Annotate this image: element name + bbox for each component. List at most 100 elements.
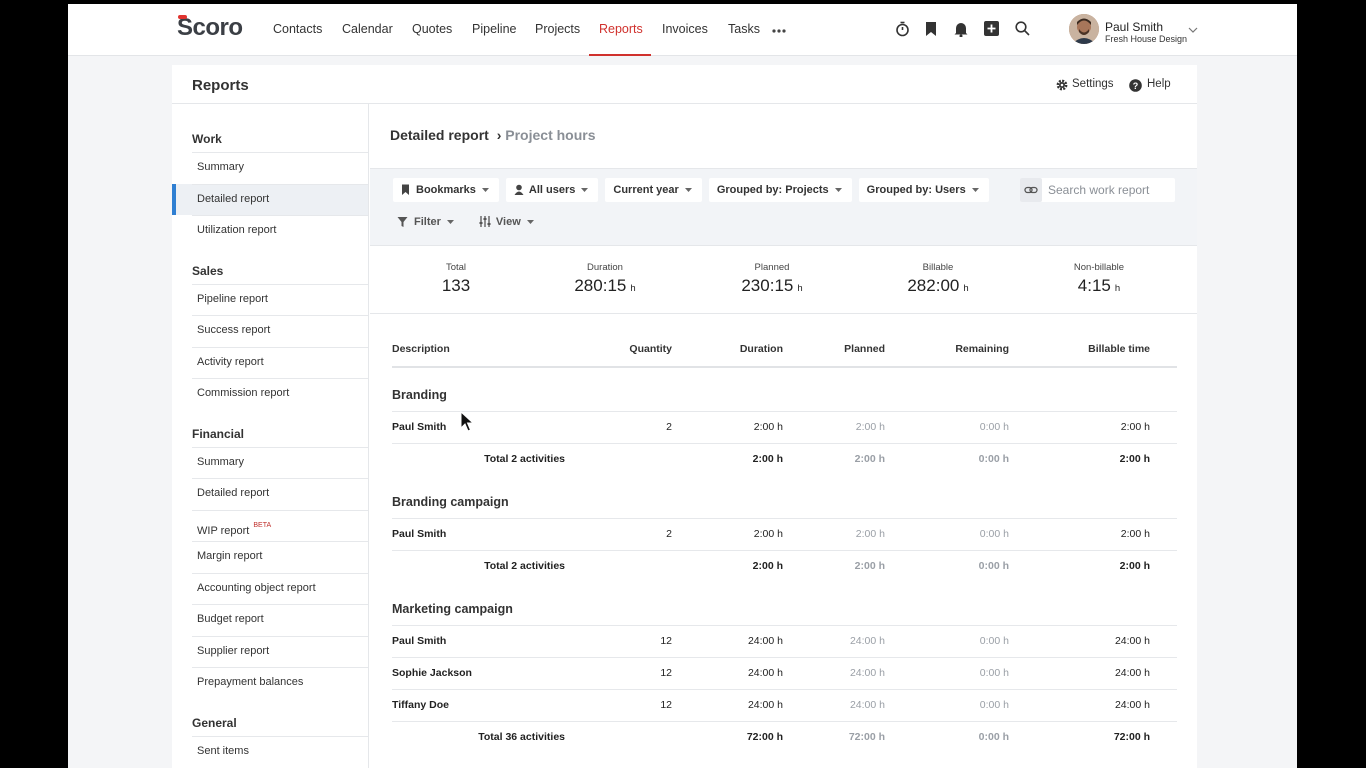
row-cell: 24:00 h: [747, 699, 783, 711]
table-row[interactable]: Paul Smith 2 2:00 h 2:00 h 0:00 h 2:00 h: [392, 518, 1177, 550]
row-cell: 24:00 h: [1114, 699, 1150, 711]
sidebar-item-label: WIP report: [197, 524, 250, 537]
settings-icon[interactable]: [1056, 79, 1068, 91]
help-icon[interactable]: ?: [1129, 79, 1142, 92]
total-cell: 2:00 h: [1119, 560, 1150, 572]
add-icon[interactable]: [984, 21, 999, 36]
sidebar-item[interactable]: Commission report: [172, 378, 368, 410]
sidebar-item-label: Supplier report: [197, 644, 270, 657]
nav-item[interactable]: Quotes: [412, 22, 453, 36]
sidebar-item[interactable]: Margin report: [172, 541, 368, 573]
sidebar-item-label: Commission report: [197, 387, 290, 399]
link-icon: [1024, 186, 1038, 194]
sidebar-section-title: Sales: [192, 263, 224, 278]
filter-button[interactable]: All users: [505, 178, 599, 202]
dropdown-caret: [684, 188, 692, 192]
sidebar-item[interactable]: Pipeline report: [172, 283, 368, 315]
row-name: Sophie Jackson: [392, 667, 472, 679]
avatar[interactable]: [1069, 14, 1099, 44]
table-row[interactable]: Paul Smith 12 24:00 h 24:00 h 0:00 h 24:00 h: [392, 625, 1177, 657]
sidebar-item[interactable]: Detailed report: [172, 478, 368, 510]
row-cell: 12: [660, 667, 672, 679]
summary-number: 282:00: [907, 276, 960, 295]
sidebar-item[interactable]: Accounting object report: [172, 572, 368, 604]
dropdown-caret: [526, 220, 534, 224]
row-name: Tiffany Doe: [392, 699, 449, 711]
nav-item[interactable]: Contacts: [273, 22, 323, 36]
filter-button[interactable]: Bookmarks: [393, 178, 499, 202]
table-row[interactable]: Paul Smith 2 2:00 h 2:00 h 0:00 h 2:00 h: [392, 411, 1177, 443]
sidebar-item[interactable]: Utilization report: [172, 215, 368, 247]
bookmark-icon[interactable]: [925, 21, 937, 37]
summary-label: Billable: [922, 262, 954, 273]
group-title: Branding campaign: [392, 495, 509, 509]
summary-bar: Total 133 Duration 280:15 h Planned 230:15 h Bil…: [370, 245, 1197, 314]
row-cell: 2:00 h: [1120, 528, 1150, 540]
total-row: Total 2 activities 2:00 h 2:00 h 0:00 h 2:00…: [392, 443, 1177, 475]
row-cell: 2:00 h: [753, 421, 783, 433]
user-name[interactable]: Paul Smith: [1105, 20, 1164, 34]
summary-label: Total: [445, 262, 467, 273]
total-cell: 72:00 h: [746, 731, 783, 743]
sidebar-item[interactable]: Detailed report: [172, 183, 368, 215]
sidebar-item-label: Detailed report: [197, 192, 270, 205]
sidebar-item[interactable]: Prepayment balances: [172, 667, 368, 699]
nav-item[interactable]: Calendar: [342, 22, 393, 36]
column-header: Billable time: [1088, 343, 1150, 355]
row-cell: 24:00 h: [747, 667, 783, 679]
nav-item[interactable]: Projects: [535, 22, 581, 36]
summary-cell: Billable 282:00 h: [907, 262, 968, 296]
group-title: Marketing campaign: [392, 602, 513, 616]
user-menu-chevron[interactable]: [1188, 27, 1198, 33]
user-company: Fresh House Design: [1105, 34, 1188, 44]
dropdown-caret: [481, 188, 489, 192]
filter-label: Current year: [613, 184, 679, 196]
row-cell: 0:00 h: [979, 699, 1009, 711]
total-cell: 0:00 h: [978, 731, 1009, 743]
nav-item[interactable]: Tasks: [728, 22, 760, 36]
sidebar-item[interactable]: Sent items: [172, 735, 368, 767]
sidebar-item[interactable]: Success report: [172, 315, 368, 347]
column-header: Duration: [739, 343, 783, 355]
sidebar-item[interactable]: Summary: [172, 152, 368, 184]
sidebar-item[interactable]: Summary: [172, 446, 368, 478]
notifications-icon[interactable]: [953, 21, 969, 37]
more-icon[interactable]: [771, 28, 787, 34]
logo[interactable]: Scoro: [177, 14, 243, 41]
filter-label: Filter: [414, 216, 441, 228]
sidebar-item-label: Margin report: [197, 550, 263, 562]
filter-button[interactable]: Filter: [393, 210, 459, 234]
column-header: Quantity: [629, 343, 672, 355]
total-cell: 2:00 h: [854, 560, 885, 572]
sidebar-item[interactable]: Budget report: [172, 604, 368, 636]
sidebar-item-label: Sent items: [197, 744, 249, 757]
search-icon[interactable]: [1015, 21, 1030, 36]
nav-item[interactable]: Reports: [599, 22, 643, 36]
settings-link[interactable]: Settings: [1072, 78, 1114, 90]
search-box[interactable]: Search work report: [1020, 178, 1175, 202]
row-cell: 2:00 h: [855, 421, 885, 433]
summary-number: 133: [441, 276, 471, 295]
sidebar-item[interactable]: Activity report: [172, 346, 368, 378]
sidebar-item[interactable]: Supplier report: [172, 635, 368, 667]
table-row[interactable]: Sophie Jackson 12 24:00 h 24:00 h 0:00 h 24:0…: [392, 657, 1177, 689]
help-link[interactable]: Help: [1147, 78, 1171, 90]
filter-button[interactable]: Grouped by: Projects: [708, 178, 852, 202]
table-row[interactable]: Tiffany Doe 12 24:00 h 24:00 h 0:00 h 24:00 h: [392, 689, 1177, 721]
report-table: Description Quantity Duration Planned Remain…: [392, 331, 1177, 753]
filter-button[interactable]: Current year: [605, 178, 702, 202]
filter-button[interactable]: View: [475, 210, 539, 234]
sidebar-item[interactable]: WIP report BETA: [172, 509, 368, 541]
dropdown-caret: [971, 188, 979, 192]
nav-item[interactable]: Invoices: [662, 22, 708, 36]
summary-label: Planned: [754, 262, 790, 273]
total-label: Total 2 activities: [484, 560, 565, 572]
row-cell: 24:00 h: [1114, 667, 1150, 679]
summary-number: 230:15: [741, 276, 794, 295]
filter-label: Grouped by: Users: [866, 184, 966, 196]
link-button[interactable]: [1020, 178, 1042, 202]
filter-button[interactable]: Grouped by: Users: [858, 178, 989, 202]
timer-icon[interactable]: [895, 21, 910, 37]
nav-item[interactable]: Pipeline: [472, 22, 517, 36]
